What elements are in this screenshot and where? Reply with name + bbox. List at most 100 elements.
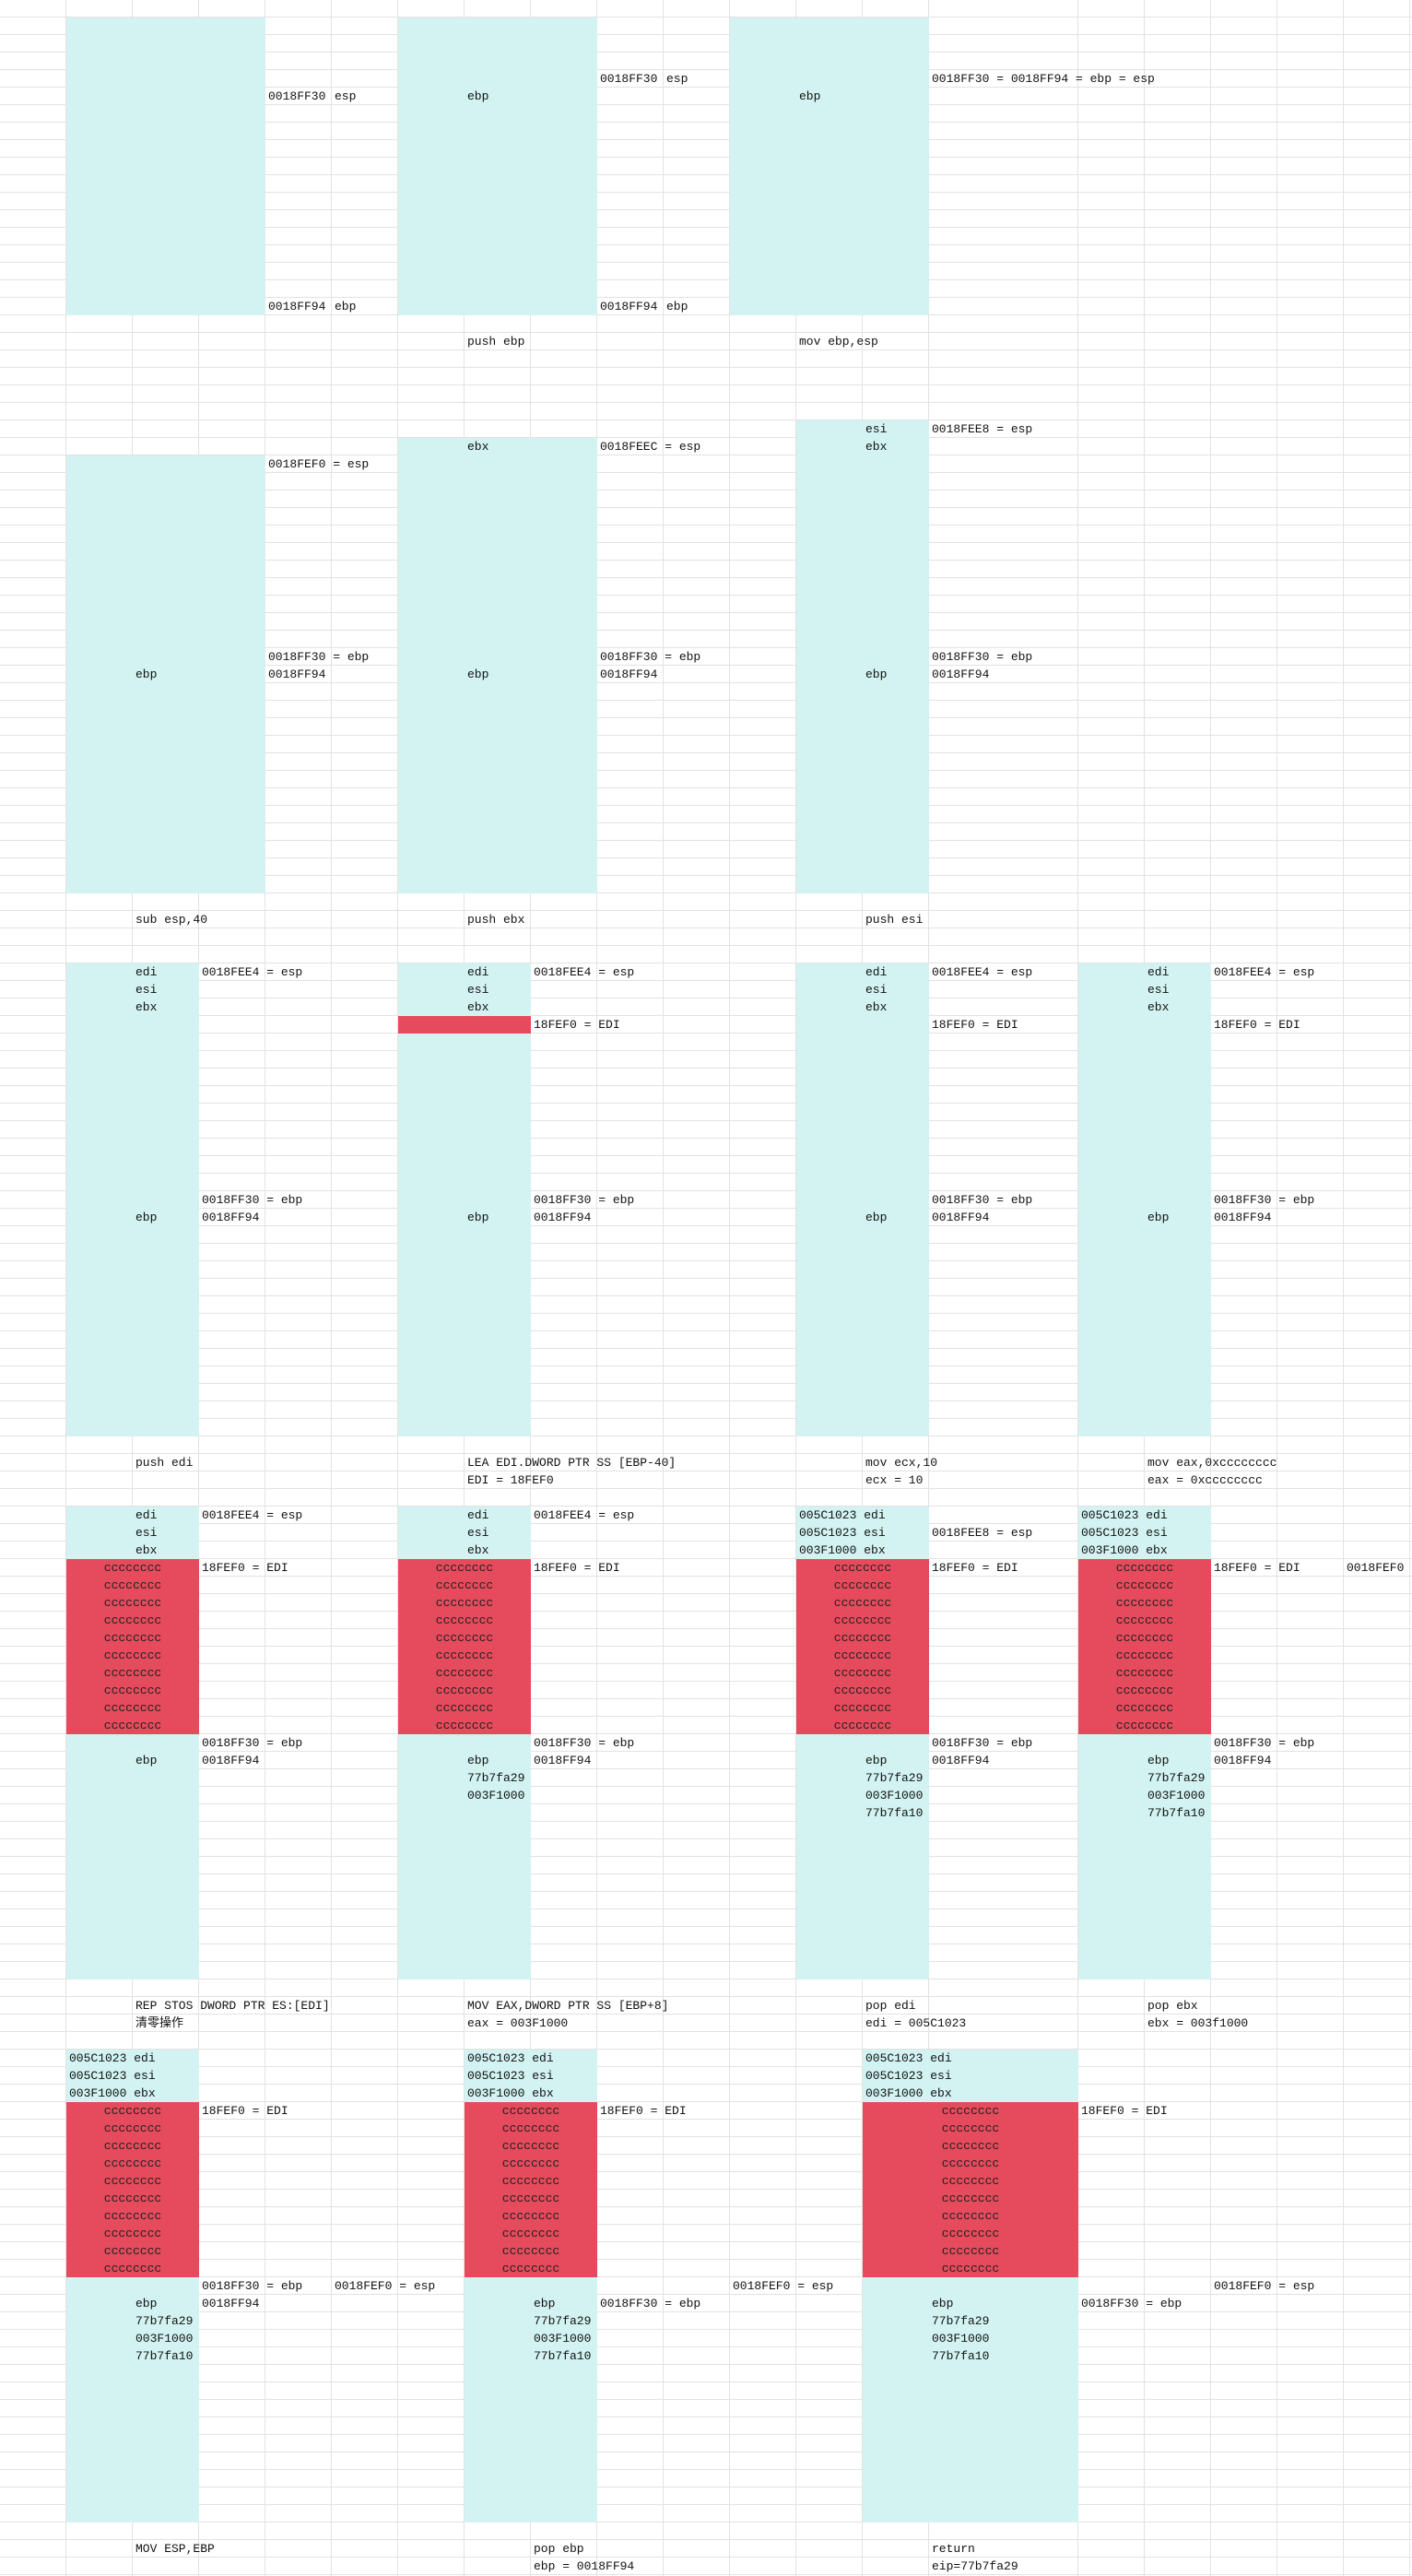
cleared-slot-value: cccccccc bbox=[103, 1701, 162, 1715]
instruction-label: pop ebp bbox=[534, 2542, 584, 2556]
cleared-slot-value: cccccccc bbox=[435, 1719, 494, 1732]
grid-column-line bbox=[1343, 0, 1344, 2576]
stack-slot-label: ebp bbox=[865, 1754, 888, 1767]
stack-slot-label: ebp bbox=[135, 2297, 158, 2310]
cleared-slot-value: cccccccc bbox=[833, 1701, 892, 1715]
grid-column-line bbox=[596, 0, 597, 2576]
register-note: 0018FF30 bbox=[600, 72, 658, 86]
cleared-buffer-block bbox=[66, 1559, 199, 1734]
stack-frame-block bbox=[796, 420, 929, 893]
cleared-slot-value: cccccccc bbox=[1115, 1596, 1174, 1610]
register-note: 18FEF0 = EDI bbox=[1214, 1018, 1300, 1032]
cleared-buffer-block bbox=[398, 1016, 531, 1034]
cleared-slot-value: cccccccc bbox=[501, 2139, 560, 2153]
cleared-slot-value: cccccccc bbox=[833, 1631, 892, 1645]
cleared-slot-value: cccccccc bbox=[435, 1666, 494, 1680]
stack-slot-label: ebp bbox=[865, 668, 888, 681]
stack-slot-label: ebp bbox=[1147, 1211, 1170, 1224]
stack-slot-label: 77b7fa10 bbox=[135, 2349, 194, 2363]
cleared-slot-value: cccccccc bbox=[941, 2209, 1000, 2223]
register-note: 0018FEE4 = esp bbox=[1214, 965, 1315, 979]
instruction-label: mov ecx,10 bbox=[865, 1456, 938, 1470]
instruction-result: eax = 0xcccccccc bbox=[1147, 1473, 1263, 1487]
cleared-slot-value: cccccccc bbox=[103, 2139, 162, 2153]
stack-slot-label: 003F1000 ebx bbox=[865, 2086, 952, 2100]
stack-slot-label: 005C1023 esi bbox=[467, 2069, 554, 2083]
cleared-slot-value: cccccccc bbox=[103, 2244, 162, 2258]
stack-slot-label: esi bbox=[865, 422, 888, 436]
grid-column-line bbox=[1077, 0, 1078, 2576]
stack-slot-label: 003F1000 ebx bbox=[1081, 1543, 1168, 1557]
cleared-slot-value: cccccccc bbox=[103, 2192, 162, 2205]
cleared-slot-value: cccccccc bbox=[941, 2157, 1000, 2170]
instruction-label: pop edi bbox=[865, 1999, 916, 2013]
register-note: 0018FEE8 = esp bbox=[932, 422, 1033, 436]
cleared-slot-value: cccccccc bbox=[435, 1561, 494, 1575]
cleared-slot-value: cccccccc bbox=[501, 2121, 560, 2135]
cleared-slot-value: cccccccc bbox=[941, 2174, 1000, 2188]
cleared-slot-value: cccccccc bbox=[103, 1684, 162, 1697]
stack-slot-label: 005C1023 edi bbox=[467, 2051, 554, 2065]
cleared-buffer-block bbox=[1078, 1559, 1211, 1734]
register-note: 0018FF30 = ebp bbox=[932, 1193, 1033, 1207]
cleared-slot-value: cccccccc bbox=[103, 1613, 162, 1627]
register-note: 0018FEF0 bbox=[1347, 1561, 1405, 1575]
cleared-buffer-block bbox=[398, 1559, 531, 1734]
register-note: 0018FF30 = ebp bbox=[1081, 2297, 1183, 2310]
stack-slot-label: ebx bbox=[1147, 1000, 1170, 1014]
register-note: 18FEF0 = EDI bbox=[1081, 2104, 1168, 2118]
stack-slot-label: ebx bbox=[467, 1543, 489, 1557]
register-note: 0018FEE8 = esp bbox=[932, 1526, 1033, 1540]
register-note: 0018FF94 bbox=[534, 1754, 592, 1767]
cleared-slot-value: cccccccc bbox=[1115, 1666, 1174, 1680]
register-note: esp bbox=[335, 89, 357, 103]
register-note: 0018FEE4 = esp bbox=[534, 965, 635, 979]
instruction-label: sub esp,40 bbox=[135, 913, 208, 927]
cleared-slot-value: cccccccc bbox=[103, 1596, 162, 1610]
register-note: 0018FF94 bbox=[600, 668, 658, 681]
grid-column-line bbox=[729, 0, 730, 2576]
register-note: 0018FEF0 = esp bbox=[1214, 2279, 1315, 2293]
cleared-slot-value: cccccccc bbox=[501, 2244, 560, 2258]
stack-slot-label: 003F1000 bbox=[865, 1789, 924, 1802]
cleared-slot-value: cccccccc bbox=[103, 2174, 162, 2188]
stack-slot-label: edi bbox=[135, 965, 158, 979]
cleared-slot-value: cccccccc bbox=[941, 2104, 1000, 2118]
cleared-slot-value: cccccccc bbox=[435, 1613, 494, 1627]
grid-column-line bbox=[1409, 0, 1410, 2576]
register-note: ebp bbox=[335, 300, 357, 313]
stack-slot-label: 005C1023 edi bbox=[865, 2051, 952, 2065]
register-note: 0018FF94 bbox=[268, 668, 326, 681]
instruction-label: MOV EAX,DWORD PTR SS [EBP+8] bbox=[467, 1999, 669, 2013]
register-note: 0018FEF0 = esp bbox=[268, 457, 370, 471]
register-note: 0018FF30 = ebp bbox=[932, 650, 1033, 664]
stack-slot-label: ebp bbox=[534, 2297, 556, 2310]
cleared-slot-value: cccccccc bbox=[103, 2104, 162, 2118]
register-note: 0018FF30 = ebp bbox=[600, 2297, 701, 2310]
instruction-label: push esi bbox=[865, 913, 924, 927]
stack-slot-label: 77b7fa10 bbox=[1147, 1806, 1206, 1820]
register-note: 0018FF94 bbox=[534, 1211, 592, 1224]
stack-slot-label: 003F1000 bbox=[534, 2332, 592, 2346]
register-note: 0018FEE4 = esp bbox=[202, 965, 303, 979]
cleared-slot-value: cccccccc bbox=[1115, 1648, 1174, 1662]
cleared-slot-value: cccccccc bbox=[103, 2209, 162, 2223]
register-note: 0018FF94 bbox=[202, 1754, 260, 1767]
register-note: 0018FF30 = ebp bbox=[1214, 1736, 1315, 1750]
stack-slot-label: 005C1023 edi bbox=[1081, 1508, 1168, 1522]
register-note: 18FEF0 = EDI bbox=[202, 1561, 288, 1575]
instruction-label: push ebp bbox=[467, 335, 525, 349]
stack-slot-label: 005C1023 esi bbox=[865, 2069, 952, 2083]
register-note: 18FEF0 = EDI bbox=[202, 2104, 288, 2118]
register-note: 0018FEE4 = esp bbox=[534, 1508, 635, 1522]
register-note: 18FEF0 = EDI bbox=[534, 1018, 620, 1032]
register-note: 0018FF94 bbox=[932, 668, 990, 681]
stack-slot-label: 77b7fa29 bbox=[467, 1771, 525, 1785]
cleared-slot-value: cccccccc bbox=[103, 2157, 162, 2170]
stack-slot-label: ebp bbox=[799, 89, 821, 103]
register-note: 18FEF0 = EDI bbox=[600, 2104, 687, 2118]
stack-slot-label: ebp bbox=[467, 1211, 489, 1224]
grid-column-line bbox=[397, 0, 398, 2576]
cleared-slot-value: cccccccc bbox=[103, 1666, 162, 1680]
